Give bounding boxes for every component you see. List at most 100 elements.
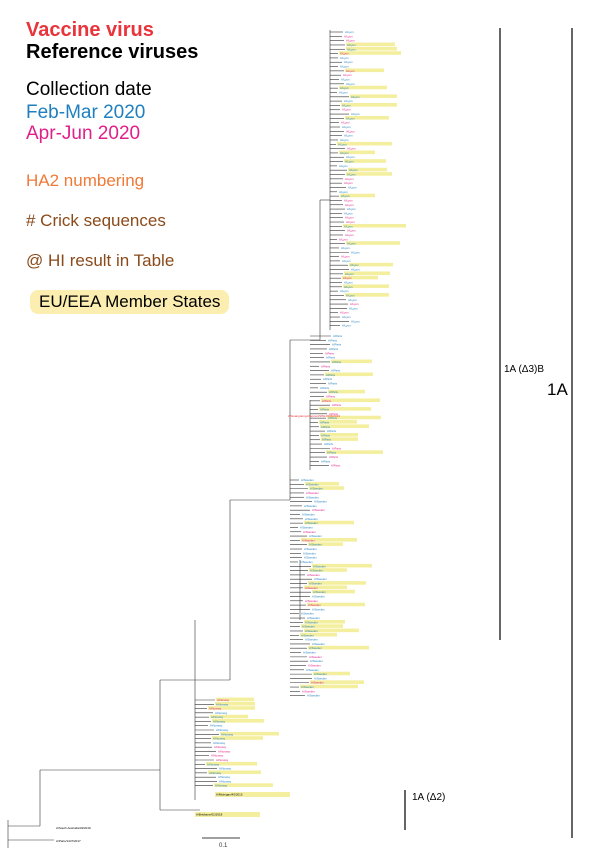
leaf-label: A/Paris [332,446,342,450]
leaf-label: A/Norway [218,775,231,779]
leaf-label: A/Lyon [344,224,353,228]
clade-label-1a-delta3-b: 1A (Δ3)B [504,364,545,375]
leaf-label: A/Lyon [349,168,358,172]
legend-feb-mar-2020: Feb-Mar 2020 [26,102,146,123]
leaf-label: A/Norway [216,758,229,762]
eu-highlight [308,645,369,650]
leaf-label: A/Lyon [342,324,351,328]
eu-highlight [215,701,255,706]
leaf-label: A/Lyon [346,155,355,159]
leaf-label: A/Norway [214,745,227,749]
eu-highlight [304,585,347,590]
leaf-label: A/Paris [322,438,332,442]
leaf-label: A/Lyon [346,82,355,86]
leaf-label: A/Sweden [309,646,322,650]
leaf-label: A/Norway [209,771,222,775]
leaf-label: A/Lyon [345,203,354,207]
leaf-label: A/Lyon [344,34,353,38]
legend-collection-date: Collection date [26,79,152,100]
leaf-label: A/Paris [323,377,333,381]
leaf-label: A/Lyon [339,237,348,241]
leaf-label: A/Lyon [346,220,355,224]
eu-highlight [343,284,389,289]
eu-highlight [212,719,264,723]
leaf-label: A/Lyon [344,198,353,202]
eu-highlight [212,736,263,740]
leaf-label: A/Norway [211,715,224,719]
leaf-label: A/Lyon [340,151,349,155]
leaf-label: A/Lyon [345,160,354,164]
eu-highlight [321,398,380,403]
eu-highlight [349,262,393,267]
leaf-label: A/Paris [321,364,331,368]
leaf-label: A/Lyon [350,302,359,306]
leaf-label: A/Sweden [314,676,327,680]
leaf-label: A/Norway [213,741,226,745]
eu-highlight [346,172,392,176]
leaf-label: A/Sweden [302,625,315,629]
leaf-label: A/Lyon [347,242,356,246]
legend-crick-sequences: # Crick sequences [26,211,166,230]
leaf-label: A/Sweden [300,560,313,564]
leaf-label: A/Sweden [312,594,325,598]
leaf-label: A/Lyon [340,289,349,293]
leaf-label: A/Lyon [351,112,360,116]
legend-vaccine-virus: Vaccine virus [26,19,154,41]
leaf-label: A/Lyon [342,315,351,319]
eu-highlight [344,159,386,163]
leaf-label: A/Lyon [340,52,349,56]
eu-highlight [345,68,384,73]
eu-highlight [348,167,387,172]
leaf-label: A/Norway [211,754,224,758]
leaf-label: A/Paris [329,412,339,416]
leaf-label: A/Sweden [309,582,322,586]
eu-highlight [301,624,343,628]
leaf-label: A/Sweden [300,525,313,529]
leaf-label: A/Sweden [308,663,321,667]
leaf-label: A/Lyon [348,298,357,302]
leaf-label: A/Sweden [305,638,318,642]
vaccine-label: A/Guangdong-Maonan/SWL1536/2019 [288,414,340,418]
eu-highlight [321,437,358,441]
leaf-label: A/Lyon [338,142,347,146]
leaf-label: A/Paris [327,429,337,433]
eu-highlight [206,761,257,766]
eu-highlight [345,293,389,297]
leaf-label: A/Paris [331,464,341,468]
eu-highlight [304,520,354,525]
leaf-label: A/Norway [215,784,228,788]
leaf-label: A/Paris [332,360,342,364]
leaf-label: A/Paris [332,403,342,407]
leaf-label: A/Norway [216,702,229,706]
leaf-label: A/Lyon [345,177,354,181]
eu-highlight [312,589,355,594]
eu-highlight [300,684,358,689]
leaf-label: A/Sweden [310,659,323,663]
eu-highlight [313,671,350,676]
leaf-label: A/Lyon [344,285,353,289]
leaf-label: A/Norway [213,737,226,741]
leaf-label: A/Lyon [344,211,353,215]
leaf-label: A/Lyon [340,86,349,90]
eu-highlight [304,619,345,624]
leaf-label: A/Paris [326,356,336,360]
eu-highlight [326,450,383,454]
leaf-label: A/Paris [329,347,339,351]
eu-highlight [339,51,401,55]
eu-highlight [344,271,390,276]
leaf-label: A/Sweden [310,569,323,573]
eu-highlight [301,537,357,542]
leaf-label: A/Paris [331,369,341,373]
leaf-label: A/Sweden [314,577,327,581]
leaf-label: A/Lyon [339,164,348,168]
leaf-label: A/Sweden [303,530,316,534]
eu-highlight [307,602,365,607]
reference-highlight [215,792,290,797]
leaf-label: A/Lyon [342,108,351,112]
eu-highlight [331,359,372,364]
leaf-label: A/Lyon [342,259,351,263]
leaf-label: A/Paris [321,433,331,437]
eu-highlight [320,433,358,437]
reference-label: A/Brisbane/02/2018 [196,813,223,817]
leaf-label: A/Sweden [314,500,327,504]
